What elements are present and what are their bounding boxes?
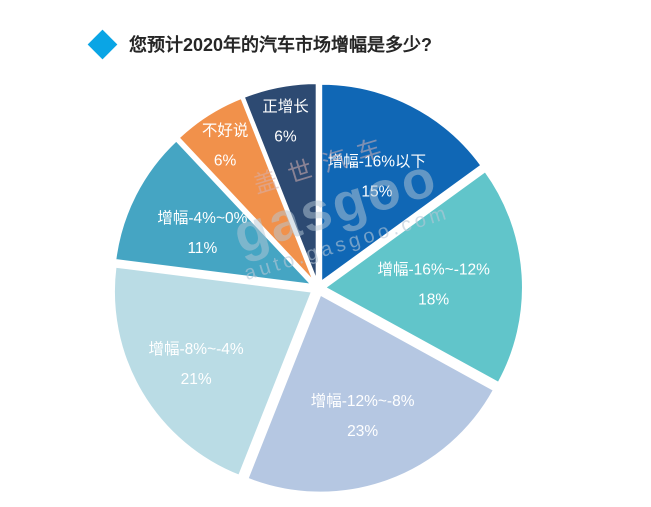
diamond-icon <box>87 29 118 60</box>
slice-value-3: 21% <box>181 371 212 388</box>
slice-label-3: 增幅-8%~-4% <box>149 340 244 358</box>
pie-slice-4 <box>114 139 315 287</box>
slice-value-2: 23% <box>347 423 378 440</box>
slice-value-4: 11% <box>187 240 217 257</box>
slice-value-0: 15% <box>361 183 392 200</box>
slice-value-1: 18% <box>418 292 449 309</box>
pie-slice-3 <box>112 265 314 477</box>
slice-label-0: 增幅-16%以下 <box>328 152 426 170</box>
slice-label-5: 不好说 <box>202 122 249 140</box>
pie-slice-2 <box>246 293 496 494</box>
pie-slice-0 <box>320 82 483 284</box>
chart-title: 您预计2020年的汽车市场增幅是多少? <box>129 34 433 55</box>
pie-slice-5 <box>177 96 316 283</box>
slice-value-5: 6% <box>214 153 237 170</box>
pie-slice-1 <box>323 169 524 385</box>
slice-value-6: 6% <box>274 129 297 146</box>
chart-header: 您预计2020年的汽车市场增幅是多少? <box>87 29 433 60</box>
slice-label-2: 增幅-12%~-8% <box>311 392 415 410</box>
slice-label-4: 增幅-4%~0% <box>157 209 247 227</box>
slice-label-6: 正增长 <box>262 98 309 116</box>
slice-label-1: 增幅-16%~-12% <box>377 261 490 279</box>
pie-slice-6 <box>242 82 318 282</box>
